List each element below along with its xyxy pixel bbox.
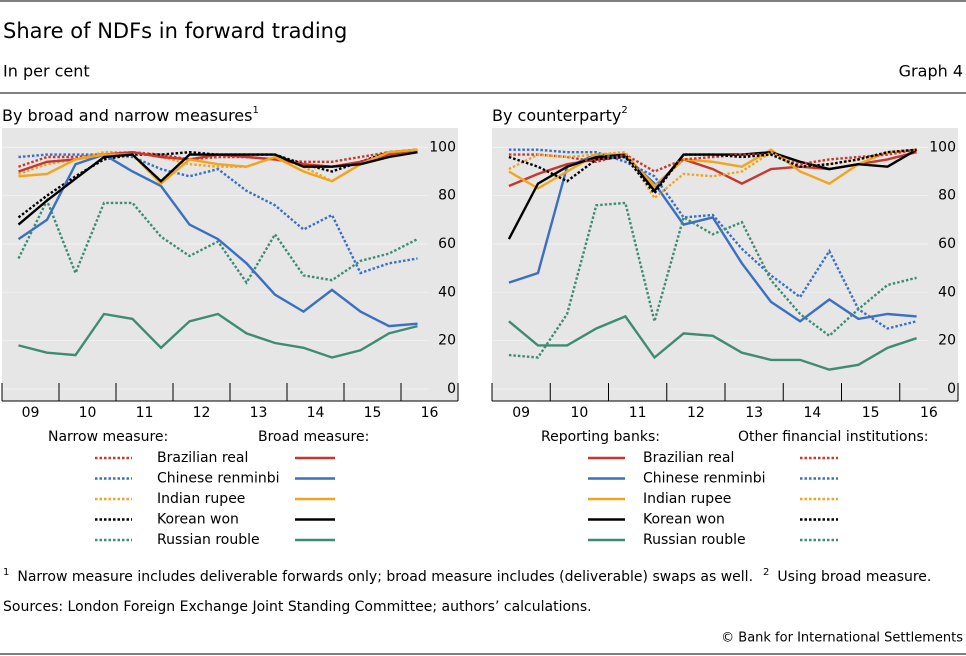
dotted-line — [508, 148, 917, 330]
x-tick-label: 09 — [512, 405, 530, 421]
solid-line — [18, 312, 418, 359]
panel-title-note: 1 — [252, 105, 258, 116]
x-tick-label: 13 — [745, 405, 763, 421]
panel-title: By counterparty2 — [492, 105, 628, 125]
footnote-text: Using broad measure. — [777, 569, 931, 585]
title: Share of NDFs in forward trading — [3, 19, 347, 43]
x-tick-label: 15 — [364, 405, 382, 421]
x-tick-label: 15 — [862, 405, 880, 421]
dotted-line — [17, 197, 419, 285]
x-tick-label: 14 — [307, 405, 325, 421]
x-tick-label: 16 — [920, 405, 938, 421]
x-tick-label: 14 — [803, 405, 821, 421]
footnote: 1 Narrow measure includes deliverable for… — [3, 567, 753, 585]
legend-header: Narrow measure: — [48, 429, 168, 445]
dotted-line — [508, 201, 917, 359]
y-tick-label: 60 — [938, 236, 956, 252]
legend-label: Russian rouble — [643, 532, 746, 548]
solid-line — [508, 148, 917, 190]
plot-area — [2, 128, 458, 401]
legend-header: Other financial institutions: — [738, 429, 928, 445]
panel-title-text: By counterparty — [492, 106, 621, 125]
panel-title-note: 2 — [621, 105, 627, 116]
copyright: © Bank for International Settlements — [721, 631, 963, 646]
y-tick-label: 20 — [938, 333, 956, 349]
legend-header: Broad measure: — [258, 429, 369, 445]
y-tick-label: 80 — [938, 188, 956, 204]
subtitle: In per cent — [3, 62, 90, 81]
dotted-line — [508, 148, 917, 173]
legend-label: Korean won — [643, 512, 725, 528]
legend-label: Indian rupee — [157, 491, 245, 507]
x-tick-label: 10 — [570, 405, 588, 421]
y-tick-label: 40 — [438, 284, 456, 300]
footnote-text: Narrow measure includes deliverable forw… — [17, 569, 753, 585]
solid-line — [508, 314, 917, 371]
legend-label: Brazilian real — [643, 450, 734, 466]
legend-header: Reporting banks: — [541, 429, 660, 445]
legend-label: Russian rouble — [157, 532, 260, 548]
y-tick-label: 0 — [947, 381, 956, 397]
panel-title: By broad and narrow measures1 — [2, 105, 259, 125]
x-tick-label: 12 — [193, 405, 211, 421]
solid-line — [18, 148, 418, 186]
x-tick-label: 11 — [629, 405, 647, 421]
x-tick-label: 13 — [250, 405, 268, 421]
y-tick-label: 0 — [447, 381, 456, 397]
footnote-mark: 1 — [3, 567, 9, 578]
dotted-line — [508, 148, 917, 196]
x-tick-label: 09 — [22, 405, 40, 421]
legend-label: Brazilian real — [157, 450, 248, 466]
y-tick-label: 40 — [938, 284, 956, 300]
solid-line — [17, 151, 418, 226]
y-tick-label: 100 — [929, 139, 956, 155]
sources: Sources: London Foreign Exchange Joint S… — [3, 599, 592, 615]
solid-line — [17, 153, 418, 328]
y-tick-label: 100 — [429, 139, 456, 155]
graph-label: Graph 4 — [899, 62, 963, 81]
footnote: 2 Using broad measure. — [763, 567, 931, 585]
legend-label: Indian rupee — [643, 491, 731, 507]
dotted-line — [18, 153, 418, 275]
x-tick-label: 11 — [136, 405, 154, 421]
x-tick-label: 12 — [687, 405, 705, 421]
panel-title-text: By broad and narrow measures — [2, 106, 252, 125]
legend-label: Chinese renminbi — [157, 471, 280, 487]
footnote-mark: 2 — [763, 567, 769, 578]
y-tick-label: 80 — [438, 188, 456, 204]
y-tick-label: 60 — [438, 236, 456, 252]
x-tick-label: 16 — [421, 405, 439, 421]
legend-label: Chinese renminbi — [643, 471, 766, 487]
y-tick-label: 20 — [438, 333, 456, 349]
x-tick-label: 10 — [79, 405, 97, 421]
legend-label: Korean won — [157, 512, 239, 528]
